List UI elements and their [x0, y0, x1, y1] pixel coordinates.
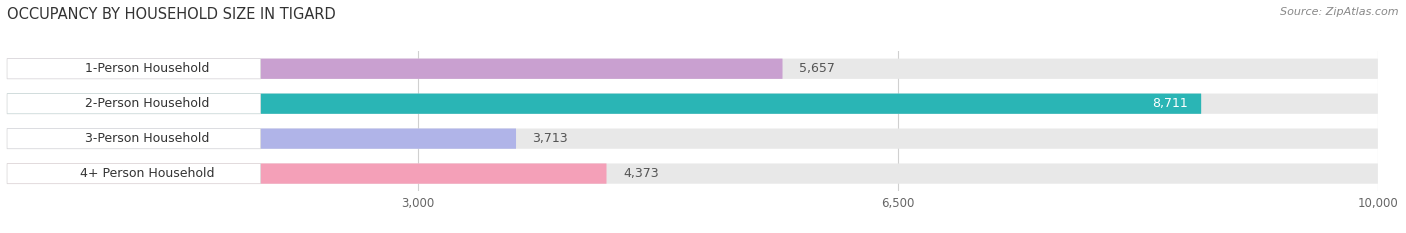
FancyBboxPatch shape: [7, 59, 260, 79]
FancyBboxPatch shape: [7, 93, 1378, 114]
Text: 4+ Person Household: 4+ Person Household: [80, 167, 215, 180]
Text: 5,657: 5,657: [799, 62, 835, 75]
FancyBboxPatch shape: [7, 164, 606, 184]
FancyBboxPatch shape: [7, 129, 1378, 149]
FancyBboxPatch shape: [7, 164, 260, 184]
Text: 2-Person Household: 2-Person Household: [86, 97, 209, 110]
FancyBboxPatch shape: [7, 129, 516, 149]
Text: 3-Person Household: 3-Person Household: [86, 132, 209, 145]
FancyBboxPatch shape: [7, 59, 783, 79]
Text: 8,711: 8,711: [1152, 97, 1188, 110]
FancyBboxPatch shape: [7, 93, 1201, 114]
FancyBboxPatch shape: [7, 59, 1378, 79]
Text: 3,713: 3,713: [533, 132, 568, 145]
FancyBboxPatch shape: [7, 129, 260, 149]
Text: 1-Person Household: 1-Person Household: [86, 62, 209, 75]
Text: OCCUPANCY BY HOUSEHOLD SIZE IN TIGARD: OCCUPANCY BY HOUSEHOLD SIZE IN TIGARD: [7, 7, 336, 22]
Text: 4,373: 4,373: [623, 167, 658, 180]
FancyBboxPatch shape: [7, 93, 260, 114]
FancyBboxPatch shape: [7, 164, 1378, 184]
Text: Source: ZipAtlas.com: Source: ZipAtlas.com: [1281, 7, 1399, 17]
